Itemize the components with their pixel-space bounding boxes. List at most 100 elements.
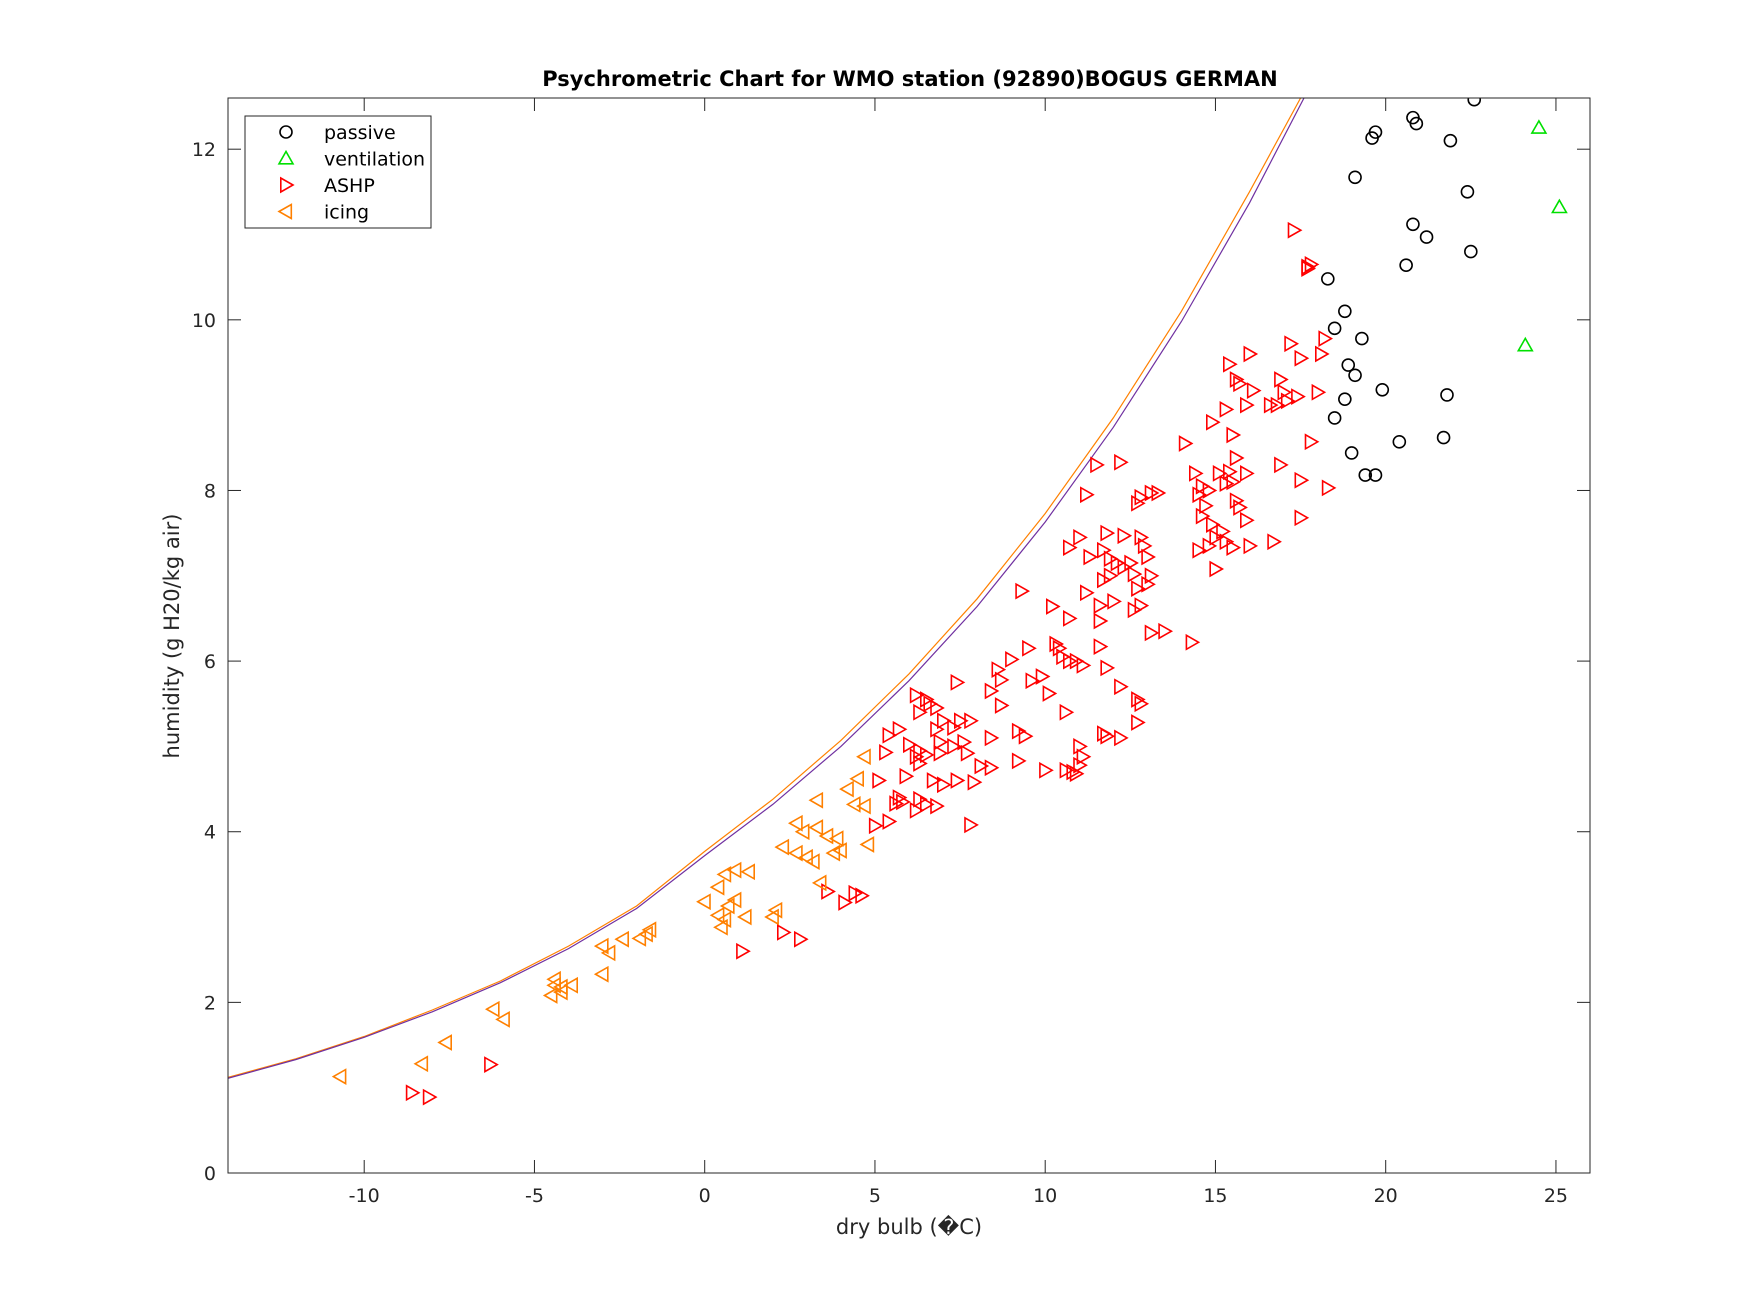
ASHP-point	[1304, 433, 1320, 451]
ASHP-point	[868, 817, 884, 835]
passive-point	[1392, 435, 1407, 449]
passive-point	[1341, 358, 1356, 372]
passive-point	[1348, 170, 1362, 185]
ASHP-point	[919, 796, 935, 813]
ASHP-point	[926, 772, 942, 789]
ASHP-point	[909, 802, 925, 819]
ASHP-point	[882, 813, 898, 830]
ASHP-point	[1206, 413, 1221, 431]
ASHP-point	[1233, 499, 1248, 516]
legend-label: ASHP	[324, 175, 375, 197]
legend-label: icing	[324, 202, 369, 224]
ASHP-point	[892, 720, 908, 738]
y-tick-label: 12	[192, 139, 216, 161]
ASHP-point	[1117, 527, 1133, 545]
ASHP-point	[909, 748, 925, 766]
ASHP-point	[1080, 584, 1095, 602]
ASHP-point	[899, 767, 915, 785]
ASHP-point	[1093, 597, 1109, 614]
passive-point	[1399, 258, 1413, 273]
x-tick-label: 0	[699, 1185, 711, 1207]
icing-point	[709, 878, 725, 896]
ASHP-point	[1114, 729, 1129, 747]
ASHP-point	[933, 744, 949, 762]
ASHP-point	[994, 697, 1010, 714]
ASHP-point	[1083, 548, 1099, 566]
ASHP-point	[1294, 471, 1310, 489]
y-tick-label: 2	[204, 992, 216, 1014]
passive-point	[1338, 392, 1352, 406]
ASHP-point	[913, 755, 928, 772]
y-tick-label: 0	[204, 1163, 216, 1185]
ASHP-point	[1233, 375, 1248, 393]
ASHP-point	[1018, 727, 1034, 745]
saturation-curves	[228, 98, 1305, 1079]
ASHP-point	[1178, 435, 1194, 452]
ASHP-point	[991, 661, 1007, 678]
icing-point	[593, 937, 609, 955]
passive-point	[1443, 133, 1458, 148]
ASHP-point	[1189, 465, 1204, 482]
ASHP-point	[957, 733, 973, 751]
legend-label: ventilation	[324, 149, 425, 171]
y-axis-label: humidity (g H20/kg air)	[160, 514, 184, 759]
passive-point	[1436, 430, 1451, 445]
x-tick-label: 5	[869, 1185, 881, 1207]
ASHP-point	[422, 1088, 438, 1106]
ASHP-point	[1134, 695, 1150, 713]
ASHP-point	[1093, 638, 1109, 655]
ASHP-point	[484, 1056, 499, 1073]
ASHP-point	[776, 924, 792, 941]
ASHP-point	[1025, 672, 1041, 690]
y-tick-label: 6	[204, 651, 216, 673]
ASHP-point	[1114, 678, 1129, 696]
ASHP-point	[1141, 548, 1156, 566]
ASHP-point	[1144, 624, 1160, 642]
ASHP-point	[1240, 396, 1255, 414]
ASHP-point	[902, 736, 918, 754]
ASHP-point	[1229, 492, 1245, 510]
data-markers	[331, 98, 1568, 1106]
ASHP-point	[1301, 260, 1317, 277]
legend-marker-passive	[279, 125, 293, 139]
passive-point	[1460, 185, 1475, 199]
ASHP-point	[933, 733, 949, 751]
ASHP-point	[994, 671, 1010, 689]
ASHP-point	[1114, 453, 1129, 471]
x-axis-ticks: -10 -5 0 5 10 15 20 25	[349, 98, 1568, 1207]
ASHP-point	[930, 797, 945, 815]
ASHP-point	[1318, 330, 1334, 347]
ASHP-point	[1246, 382, 1262, 399]
ASHP-point	[936, 776, 952, 794]
ASHP-point	[1294, 509, 1310, 527]
icing-point	[808, 819, 824, 836]
ASHP-point	[1274, 456, 1289, 474]
ASHP-point	[1192, 541, 1208, 559]
ASHP-point	[1059, 703, 1075, 721]
passive-point	[1358, 468, 1373, 482]
ASHP-point	[1223, 355, 1238, 373]
ASHP-point	[1226, 539, 1242, 556]
ASHP-point	[1291, 388, 1306, 405]
icing-point	[787, 844, 803, 862]
y-tick-label: 4	[204, 822, 216, 844]
ASHP-point	[919, 691, 935, 708]
ASHP-point	[1100, 659, 1116, 677]
x-tick-label: 25	[1544, 1185, 1568, 1207]
ASHP-point	[1063, 539, 1078, 556]
ASHP-point	[1131, 691, 1146, 708]
ASHP-point	[889, 795, 905, 812]
icing-point	[740, 863, 756, 881]
icing-point	[546, 976, 561, 994]
ASHP-point	[1073, 529, 1088, 546]
ASHP-point	[1199, 497, 1214, 515]
icing-point	[719, 897, 735, 915]
icing-point	[716, 911, 732, 928]
ASHP-point	[1005, 651, 1020, 668]
ASHP-point	[1107, 593, 1122, 610]
ASHP-point	[1270, 396, 1286, 414]
icing-point	[413, 1055, 429, 1073]
ASHP-point	[974, 757, 990, 775]
ASHP-point	[1144, 567, 1160, 585]
ASHP-point	[1124, 554, 1139, 572]
